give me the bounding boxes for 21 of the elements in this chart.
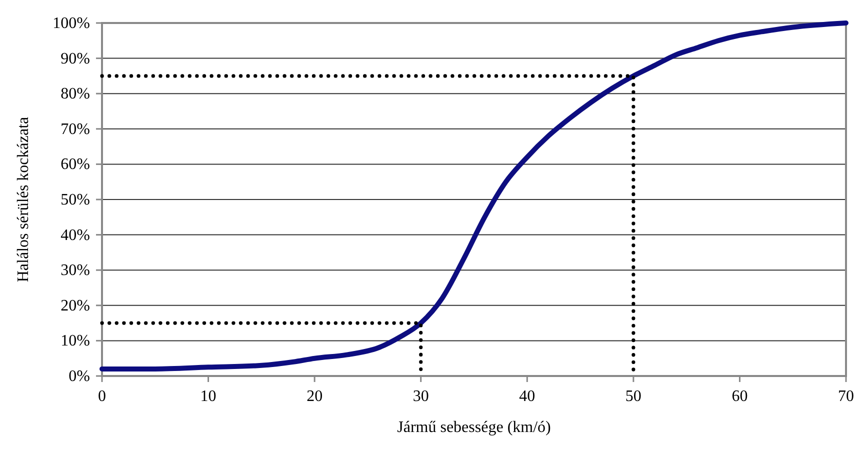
y-tick-label: 40% — [60, 226, 90, 244]
y-tick-label: 100% — [52, 15, 90, 32]
x-tick-label: 0 — [98, 388, 106, 405]
x-tick-label: 40 — [519, 388, 536, 405]
y-tick-label: 10% — [60, 332, 90, 350]
y-tick-label: 20% — [60, 297, 90, 314]
y-tick-label: 80% — [60, 86, 90, 103]
y-tick-label: 70% — [60, 120, 90, 138]
x-axis-title: Jármű sebessége (km/ó) — [397, 419, 551, 436]
y-tick-label: 90% — [60, 50, 90, 68]
y-tick-label: 30% — [60, 262, 90, 280]
y-tick-label: 0% — [68, 368, 90, 385]
x-tick-label: 30 — [412, 388, 429, 405]
y-tick-label: 60% — [60, 156, 90, 174]
y-axis-title: Halálos sérülés kockázata — [15, 116, 32, 282]
x-tick-label: 20 — [306, 388, 323, 405]
x-tick-label: 10 — [200, 388, 216, 405]
y-tick-label: 50% — [60, 192, 90, 208]
x-tick-label: 60 — [732, 388, 748, 405]
x-tick-label: 70 — [838, 388, 854, 405]
x-tick-label: 50 — [625, 388, 642, 405]
